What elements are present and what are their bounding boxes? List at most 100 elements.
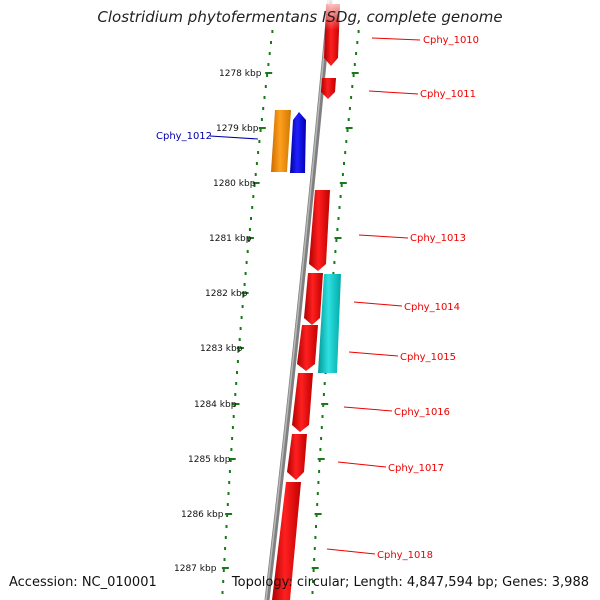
tick-dot [262,107,265,110]
tick-dot [316,503,319,506]
tick-dot [257,151,260,154]
major-tick-right [334,237,342,239]
gene-cphy-1014[interactable] [304,273,323,325]
gene-label-cphy-1013[interactable]: Cphy_1013 [410,233,466,244]
gene-label-cphy-1014[interactable]: Cphy_1014 [404,302,460,313]
tick-dot [259,129,262,132]
tick-dot [236,371,238,374]
kbp-label: 1285 kbp [188,455,231,465]
gene-cphy-1016[interactable] [292,373,313,432]
major-tick-right [345,127,353,129]
major-tick-left [252,182,260,184]
genome-title: Clostridium phytofermentans ISDg, comple… [97,8,503,26]
tick-dot [248,228,251,231]
tick-dot [355,52,358,55]
gene-cphy-1012-blue[interactable] [290,112,306,173]
gene-cphy-1011[interactable] [321,78,336,99]
tick-dot [335,239,338,242]
tick-dot [242,294,245,297]
tick-dot [263,96,266,99]
gene-label-cphy-1016[interactable]: Cphy_1016 [394,407,450,418]
gene-cphy-1018[interactable] [272,482,301,600]
tick-dot [333,261,336,264]
tick-dot [241,305,244,308]
gene-cphy-1013[interactable] [309,190,330,271]
major-tick-right [314,513,322,515]
kbp-label: 1284 kbp [194,400,237,410]
tick-dot [250,217,252,220]
tick-dot [239,327,242,330]
major-tick-left [241,292,249,294]
gene-label-cphy-1012[interactable]: Cphy_1012 [156,131,212,142]
tick-dot [353,63,356,66]
tick-dot [235,382,238,385]
tick-dot [268,52,271,55]
tick-dot [223,558,226,561]
gene-label-cphy-1017[interactable]: Cphy_1017 [388,463,444,474]
tick-dot [225,525,228,528]
tick-dot [228,481,231,484]
gene-label-leaders [209,37,421,555]
kbp-label: 1279 kbp [216,124,259,134]
major-tick-right [339,182,347,184]
tick-dot [264,85,267,88]
tick-dot [244,272,247,275]
tick-dot [347,118,350,121]
tick-dot [334,250,337,253]
tick-dot [315,514,318,517]
tick-dot [243,283,246,286]
tick-dot [357,30,360,33]
gene-label-cphy-1011[interactable]: Cphy_1011 [420,89,476,100]
tick-dot [343,162,345,165]
gene-cphy-1012-orange[interactable] [271,110,291,172]
tick-dot [267,63,270,66]
tick-dot [226,514,229,517]
tick-dot [229,459,232,462]
tick-dot [311,591,314,594]
tick-dot [316,492,319,495]
tick-dot [271,30,274,33]
tick-dot [321,415,324,418]
tick-dot [246,250,249,253]
tick-dot [240,316,243,319]
tick-dot [233,404,236,407]
tick-dot [247,239,250,242]
tick-dot [312,569,315,572]
gene-label-cphy-1018[interactable]: Cphy_1018 [377,550,433,561]
tick-dot [228,470,231,473]
gene-cphy-1015[interactable] [297,325,318,371]
tick-dot [337,217,340,220]
tick-dot [323,382,326,385]
tick-dot [314,536,317,539]
tick-dot [270,41,272,44]
tick-dot [318,470,321,473]
genome-backbone-highlight [265,0,330,600]
gene-cphy-1014-cyan[interactable] [318,274,341,373]
major-tick-right [351,72,359,74]
gene-label-cphy-1010[interactable]: Cphy_1010 [423,35,479,46]
major-tick-left [221,567,229,569]
gene-label-cphy-1015[interactable]: Cphy_1015 [400,352,456,363]
major-tick-left [246,237,254,239]
major-tick-right [321,403,329,405]
gene-cphy-1010[interactable] [324,0,342,66]
tick-dot [237,349,240,352]
tick-dot [238,338,241,341]
tick-dot [312,580,314,583]
gene-cphy-1017[interactable] [287,434,307,480]
major-tick-right [317,458,325,460]
tick-dot [313,547,316,550]
tick-dot [232,415,235,418]
tick-dot [345,140,348,143]
tick-dot [320,426,323,429]
tick-dot [266,74,269,77]
tick-dot [351,85,354,88]
tick-dot [255,162,258,165]
tick-dot [222,569,225,572]
kbp-label: 1287 kbp [174,564,217,574]
tick-dot [350,96,353,99]
tick-dot [251,206,254,209]
major-tick-left [265,72,273,74]
tick-dot [338,206,341,209]
major-tick-left [228,458,236,460]
